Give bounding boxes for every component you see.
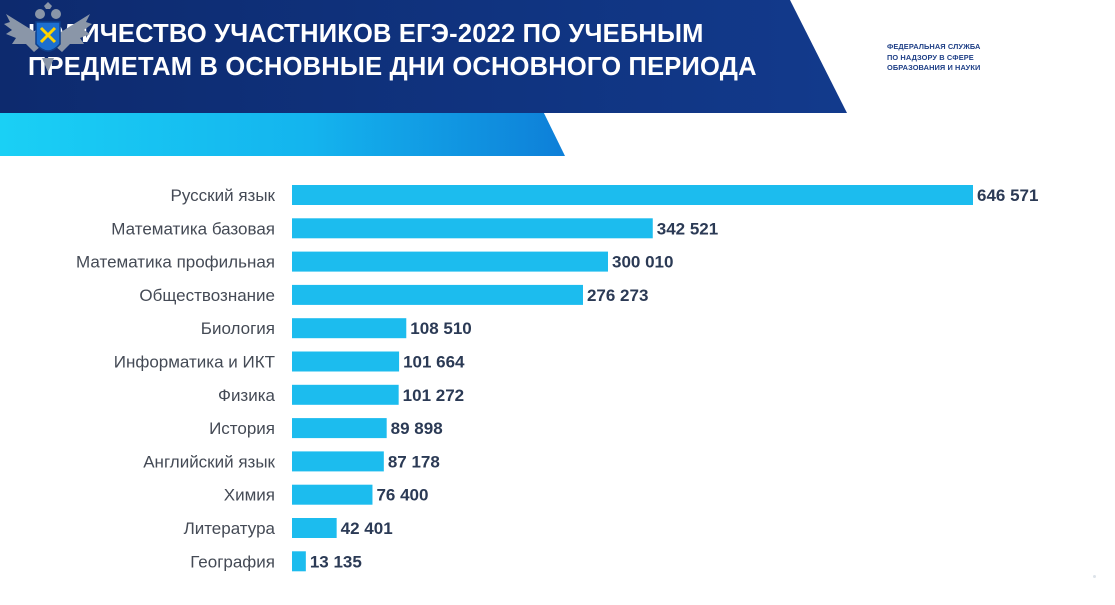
- bar: [292, 384, 399, 405]
- value-label: 342 521: [657, 219, 718, 238]
- bar: [292, 218, 653, 239]
- value-label: 101 664: [403, 353, 465, 372]
- decorative-dot: [1093, 575, 1096, 578]
- page-title: КОЛИЧЕСТВО УЧАСТНИКОВ ЕГЭ-2022 ПО УЧЕБНЫ…: [28, 18, 808, 84]
- category-label: Русский язык: [171, 186, 276, 205]
- bar: [292, 551, 306, 572]
- value-label: 76 400: [376, 486, 428, 505]
- category-label: Английский язык: [143, 452, 275, 471]
- category-label: Математика профильная: [76, 253, 275, 272]
- bar: [292, 484, 373, 505]
- category-label: Информатика и ИКТ: [114, 353, 275, 372]
- bar: [292, 185, 973, 205]
- category-label: Биология: [201, 319, 275, 338]
- value-label: 108 510: [410, 319, 471, 338]
- value-label: 42 401: [341, 519, 393, 538]
- category-label: Литература: [184, 519, 276, 538]
- value-label: 87 178: [388, 452, 440, 471]
- banner-dark-band: [0, 0, 847, 113]
- category-label: Математика базовая: [111, 219, 275, 238]
- bar: [292, 284, 583, 305]
- category-label: География: [190, 552, 275, 571]
- bar: [292, 251, 608, 272]
- category-label: Обществознание: [139, 286, 275, 305]
- bar: [292, 318, 407, 339]
- value-label: 101 272: [403, 386, 464, 405]
- banner-shape: [0, 0, 847, 156]
- agency-name-line-1: ФЕДЕРАЛЬНАЯ СЛУЖБА: [887, 42, 981, 51]
- agency-name: ФЕДЕРАЛЬНАЯ СЛУЖБА ПО НАДЗОРУ В СФЕРЕ ОБ…: [887, 42, 1007, 74]
- agency-name-line-3: ОБРАЗОВАНИЯ И НАУКИ: [887, 63, 981, 72]
- value-label: 13 135: [310, 552, 362, 571]
- value-label: 89 898: [391, 419, 443, 438]
- header-banner: КОЛИЧЕСТВО УЧАСТНИКОВ ЕГЭ-2022 ПО УЧЕБНЫ…: [0, 0, 1115, 160]
- category-label: История: [209, 419, 275, 438]
- page-title-line-1: КОЛИЧЕСТВО УЧАСТНИКОВ ЕГЭ-2022 ПО УЧЕБНЫ…: [28, 20, 704, 48]
- page-title-line-2: ПРЕДМЕТАМ В ОСНОВНЫЕ ДНИ ОСНОВНОГО ПЕРИО…: [28, 53, 757, 81]
- bar: [292, 418, 387, 439]
- bar: [292, 351, 400, 372]
- bar: [292, 518, 337, 538]
- value-label: 276 273: [587, 286, 648, 305]
- value-label: 646 571: [977, 186, 1038, 205]
- bar-chart: Русский язык 646 571 Математика базовая 342…: [76, 185, 1038, 572]
- category-label: Химия: [224, 486, 275, 505]
- double-headed-eagle-emblem-icon: [4, 2, 92, 72]
- category-label: Физика: [218, 386, 276, 405]
- bar: [292, 451, 384, 472]
- value-label: 300 010: [612, 253, 673, 272]
- banner-light-stripe: [0, 105, 565, 156]
- agency-name-line-2: ПО НАДЗОРУ В СФЕРЕ: [887, 52, 974, 62]
